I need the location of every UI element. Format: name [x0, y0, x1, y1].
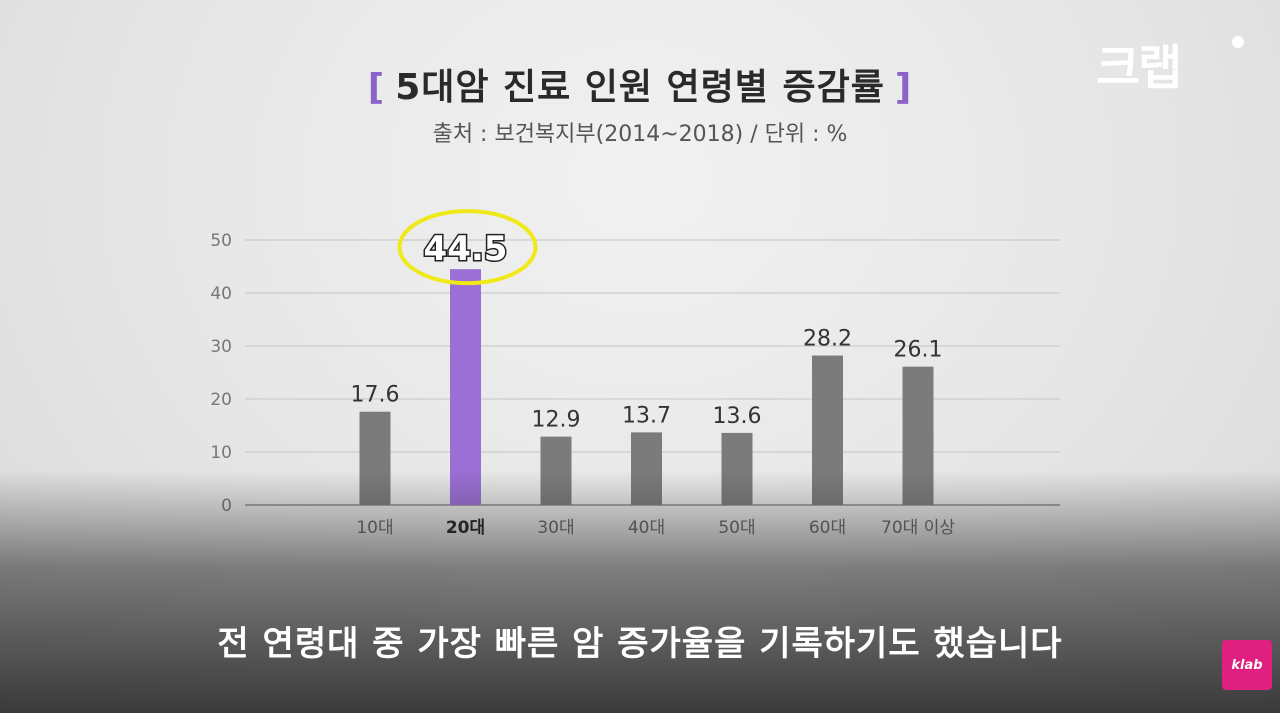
y-tick-label: 20: [210, 390, 232, 410]
brand-logo: 크랩: [1096, 40, 1182, 96]
data-label: 13.7: [622, 403, 671, 428]
chart-title: 5대암 진료 인원 연령별 증감률: [395, 67, 885, 108]
data-label: 44.5: [424, 229, 508, 269]
bar: [450, 269, 481, 505]
y-tick-label: 50: [210, 231, 232, 251]
title-bracket-open: [: [367, 67, 386, 108]
klab-badge: klab: [1222, 640, 1272, 690]
subtitle-caption: 전 연령대 중 가장 빠른 암 증가율을 기록하기도 했습니다: [217, 624, 1063, 664]
data-label: 26.1: [894, 338, 943, 363]
title-bracket-close: ]: [894, 67, 913, 108]
chart-subtitle: 출처 : 보건복지부(2014~2018) / 단위 : %: [432, 122, 848, 147]
bottom-shade: [0, 470, 1280, 713]
data-label: 17.6: [351, 383, 400, 408]
data-label: 28.2: [803, 327, 852, 352]
chart-title-block: [5대암 진료 인원 연령별 증감률]: [0, 58, 1280, 110]
data-label: 12.9: [532, 408, 581, 433]
y-tick-label: 10: [210, 443, 232, 463]
y-tick-label: 30: [210, 337, 232, 357]
highlight-circle: [397, 209, 538, 286]
y-tick-label: 40: [210, 284, 232, 304]
data-label: 13.6: [713, 404, 762, 429]
logo-dot-icon: [1232, 36, 1244, 48]
